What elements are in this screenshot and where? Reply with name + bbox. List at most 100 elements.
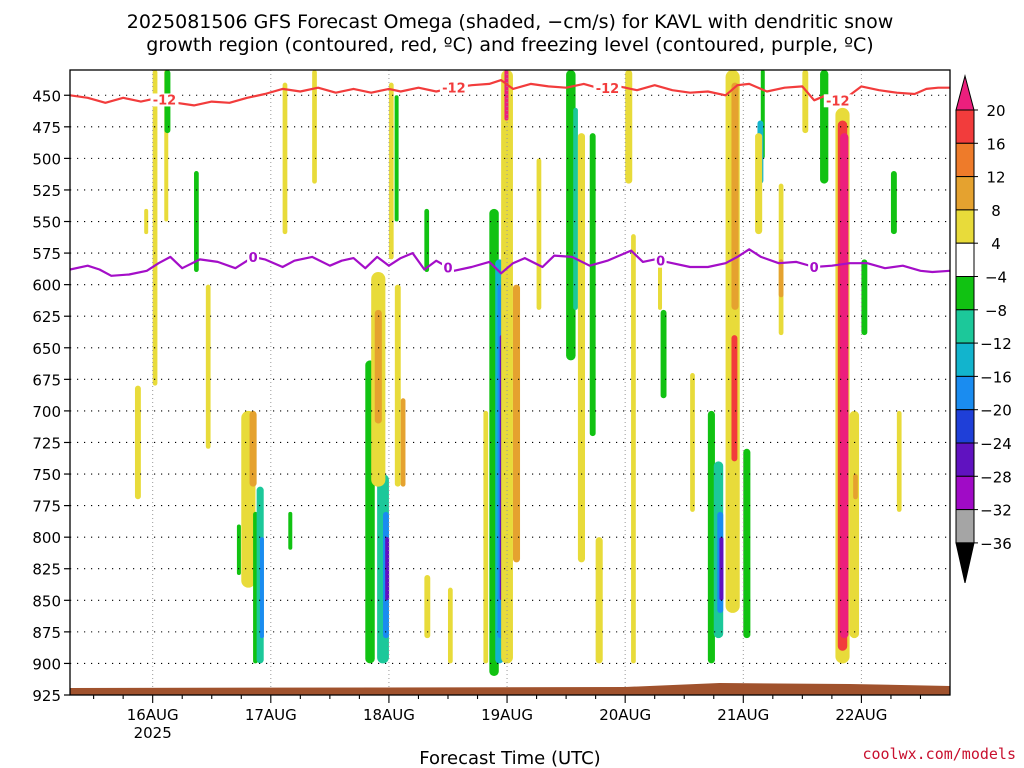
colorbar-swatch-4: [955, 242, 975, 277]
omega-region-65: [840, 133, 849, 639]
colorbar-label-6: −8: [985, 302, 1007, 320]
x-tick-label-21AUG: 21AUG: [717, 706, 769, 724]
colorbar-swatch-5: [955, 276, 975, 311]
omega-region-26: [424, 208, 430, 273]
y-tick-label-750: 750: [32, 466, 61, 484]
colorbar-label-1: 16: [986, 135, 1005, 153]
omega-region-25: [388, 82, 394, 260]
omega-region-0: [152, 70, 158, 386]
colorbar-label-0: 20: [986, 102, 1005, 120]
y-tick-label-800: 800: [32, 529, 61, 547]
omega-region-69: [890, 171, 897, 235]
x-tick-sublabel-16AUG: 2025: [134, 724, 172, 742]
contour-label-1-3: 0: [810, 261, 819, 276]
y-tick-label-550: 550: [32, 214, 61, 232]
colorbar-swatch-10: [955, 442, 975, 477]
omega-region-3: [134, 385, 141, 500]
y-tick-label-675: 675: [32, 371, 61, 389]
omega-region-61: [802, 70, 809, 134]
omega-region-24: [394, 95, 399, 222]
colorbar-swatch-0: [955, 109, 975, 144]
colorbar-swatch-7: [955, 342, 975, 377]
y-tick-label-775: 775: [32, 498, 61, 516]
colorbar-label-10: −24: [980, 435, 1012, 453]
omega-region-12: [236, 524, 241, 576]
omega-region-35: [512, 284, 521, 563]
y-tick-label-600: 600: [32, 277, 61, 295]
omega-region-42: [595, 537, 603, 664]
colorbar-bottom-arrow: [955, 542, 975, 584]
colorbar-swatch-6: [955, 309, 975, 344]
colorbar-label-12: −32: [980, 502, 1012, 520]
omega-region-27: [424, 575, 431, 639]
x-tick-label-19AUG: 19AUG: [481, 706, 533, 724]
omega-region-60: [778, 259, 784, 298]
colorbar-swatch-8: [955, 375, 975, 411]
colorbar-label-8: −16: [980, 368, 1012, 386]
y-axis: 450 475 500 525 550 575 600 625 650 675 700 725 750 7…: [32, 87, 70, 705]
y-tick-label-475: 475: [32, 119, 61, 137]
omega-region-6: [205, 284, 211, 449]
omega-region-41: [589, 133, 596, 437]
contour-label-0-2: -12: [596, 82, 620, 97]
omega-region-53: [731, 82, 739, 310]
contour-label-bg-1-2: [654, 254, 667, 268]
omega-region-11: [259, 537, 264, 639]
colorbar: 20 16 12 8 4 −4 −8 −12 −16 −20 −24 −28 −32 −36: [955, 74, 1012, 584]
omega-region-13: [282, 82, 288, 235]
omega-region-38: [566, 70, 576, 361]
omega-region-67: [853, 474, 858, 500]
omega-region-43: [625, 70, 633, 184]
colorbar-top-arrow: [955, 74, 975, 111]
omega-region-19: [385, 537, 390, 601]
omega-region-68: [861, 259, 868, 336]
y-tick-label-625: 625: [32, 308, 61, 326]
omega-region-39: [573, 107, 578, 310]
omega-region-4: [144, 208, 149, 235]
omega-region-58: [755, 133, 763, 235]
contour-label-bg-0-2: [593, 82, 622, 96]
omega-region-23: [400, 398, 406, 487]
chart-title-line1: 2025081506 GFS Forecast Omega (shaded, −…: [127, 11, 894, 33]
colorbar-swatch-1: [955, 142, 975, 178]
omega-shading: [134, 70, 902, 677]
y-tick-label-650: 650: [32, 340, 61, 358]
contour-label-0-3: -12: [826, 94, 850, 109]
contour-label-1-0: 0: [249, 251, 258, 266]
colorbar-swatch-2: [955, 176, 975, 211]
y-tick-label-725: 725: [32, 434, 61, 452]
colorbar-label-4: 4: [991, 235, 1001, 253]
omega-region-14: [288, 511, 293, 550]
contour-label-bg-0-1: [439, 81, 468, 95]
y-tick-label-875: 875: [32, 624, 61, 642]
omega-region-54: [731, 335, 738, 462]
ground-strip: [70, 688, 950, 695]
contour-label-0-0: -12: [153, 93, 177, 108]
contour-label-0-1: -12: [442, 82, 466, 97]
omega-region-48: [707, 410, 715, 664]
colorbar-label-11: −28: [980, 468, 1012, 486]
omega-region-33: [483, 410, 489, 664]
omega-region-15: [312, 70, 317, 184]
colorbar-label-3: 8: [991, 202, 1001, 220]
frame-layer: [69, 69, 951, 696]
colorbar-swatch-12: [955, 509, 975, 544]
colorbar-label-5: −4: [985, 269, 1007, 287]
contour-label-bg-0-3: [823, 94, 852, 108]
x-tick-label-18AUG: 18AUG: [363, 706, 415, 724]
contour-label-1-1: 0: [443, 261, 452, 276]
y-tick-label-925: 925: [32, 687, 61, 705]
colorbar-label-9: −20: [980, 402, 1012, 420]
omega-region-70: [896, 410, 902, 512]
x-tick-label-20AUG: 20AUG: [599, 706, 651, 724]
colorbar-label-13: −36: [980, 535, 1012, 553]
ground-layer: [70, 683, 950, 695]
omega-region-28: [447, 587, 453, 664]
x-tick-label-22AUG: 22AUG: [835, 706, 887, 724]
chart-title-line2: growth region (contoured, red, ºC) and f…: [146, 34, 873, 56]
y-tick-label-850: 850: [32, 592, 61, 610]
plot-frame: [69, 69, 951, 696]
y-tick-label-700: 700: [32, 403, 61, 421]
